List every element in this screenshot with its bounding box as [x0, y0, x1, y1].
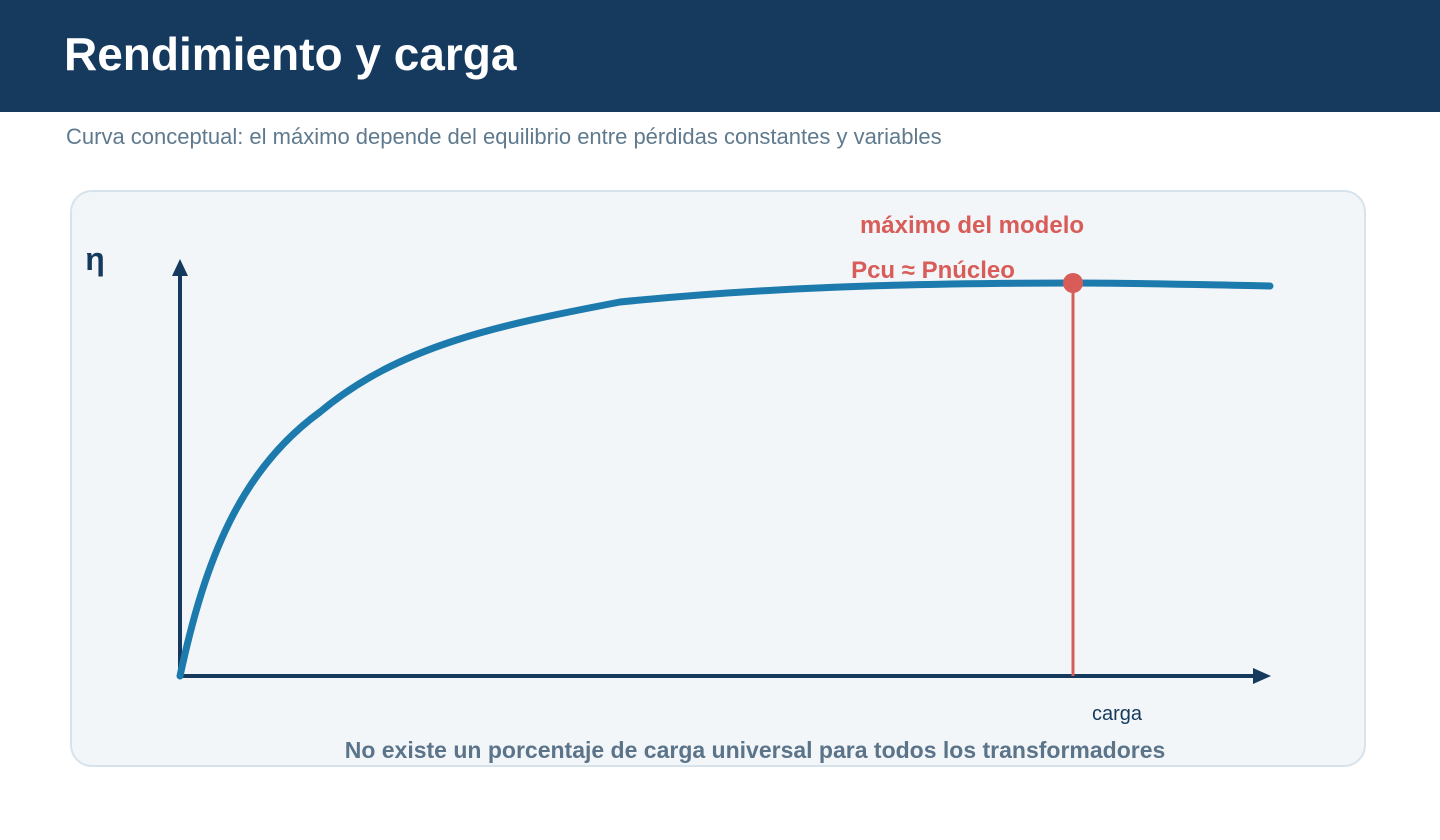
page-title: Rendimiento y carga [64, 28, 517, 80]
x-axis-label: carga [1092, 703, 1143, 725]
efficiency-curve [176, 279, 1274, 680]
x-axis-arrow-icon [1253, 668, 1271, 684]
header-bar: Rendimiento y carga [0, 0, 1440, 112]
maximum-annotation-title: máximo del modelo [860, 212, 1084, 239]
y-axis-label: η [85, 241, 105, 277]
y-axis-arrow-icon [172, 259, 188, 276]
footer-note: No existe un porcentaje de carga univers… [344, 737, 1166, 763]
page-subtitle: Curva conceptual: el máximo depende del … [66, 124, 942, 149]
maximum-annotation-condition: Pcu ≈ Pnúcleo [851, 257, 1015, 284]
maximum-point [1063, 273, 1083, 293]
